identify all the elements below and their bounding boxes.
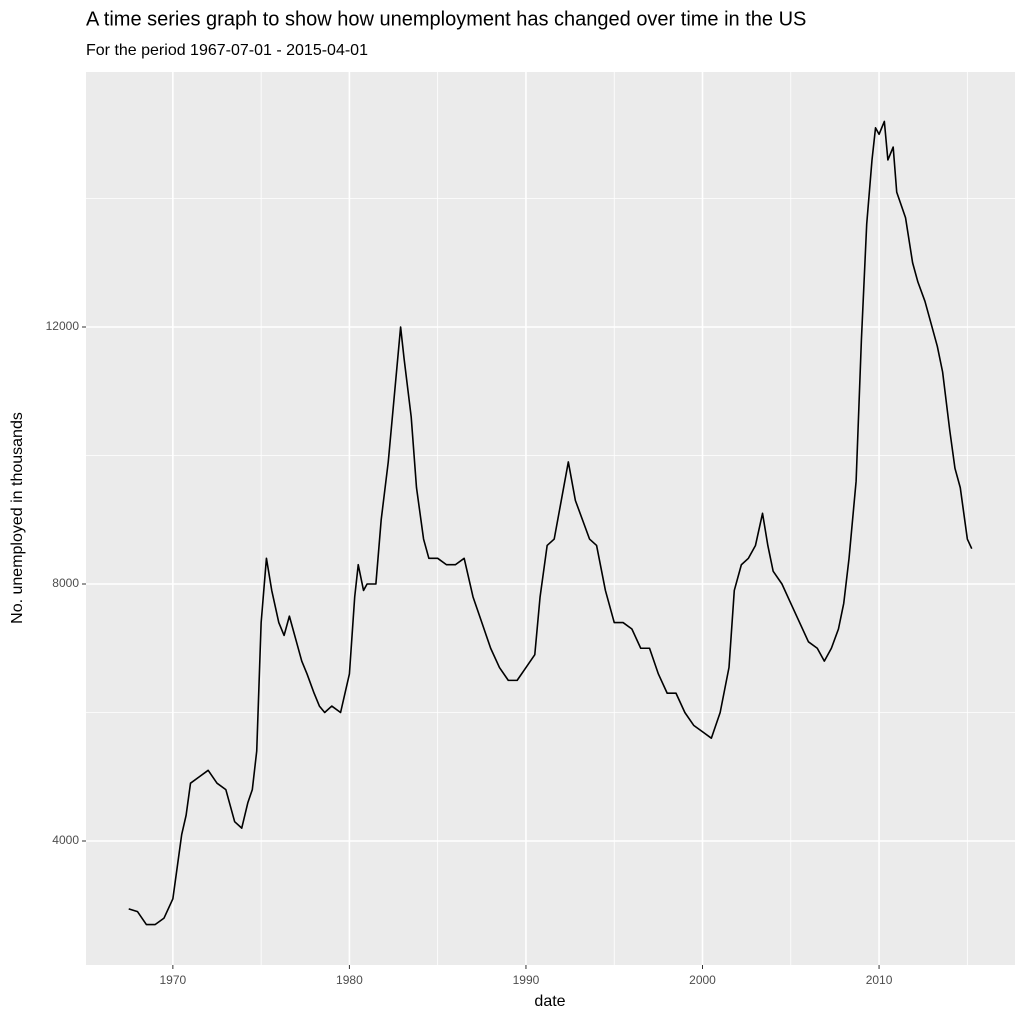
chart-subtitle: For the period 1967-07-01 - 2015-04-01 (86, 42, 368, 59)
y-tick-label: 12000 (46, 319, 80, 333)
y-axis-title: No. unemployed in thousands (9, 412, 26, 624)
y-tick-label: 4000 (52, 833, 79, 847)
x-tick-label: 2000 (689, 973, 716, 987)
y-tick-label: 8000 (52, 576, 79, 590)
x-tick-label: 1970 (160, 973, 187, 987)
x-tick-label: 2010 (866, 973, 893, 987)
x-axis-title: date (534, 993, 565, 1010)
x-tick-label: 1990 (513, 973, 540, 987)
panel (86, 72, 1015, 965)
chart-title: A time series graph to show how unemploy… (86, 8, 806, 30)
data-line (128, 120, 973, 926)
x-tick-label: 1980 (336, 973, 363, 987)
